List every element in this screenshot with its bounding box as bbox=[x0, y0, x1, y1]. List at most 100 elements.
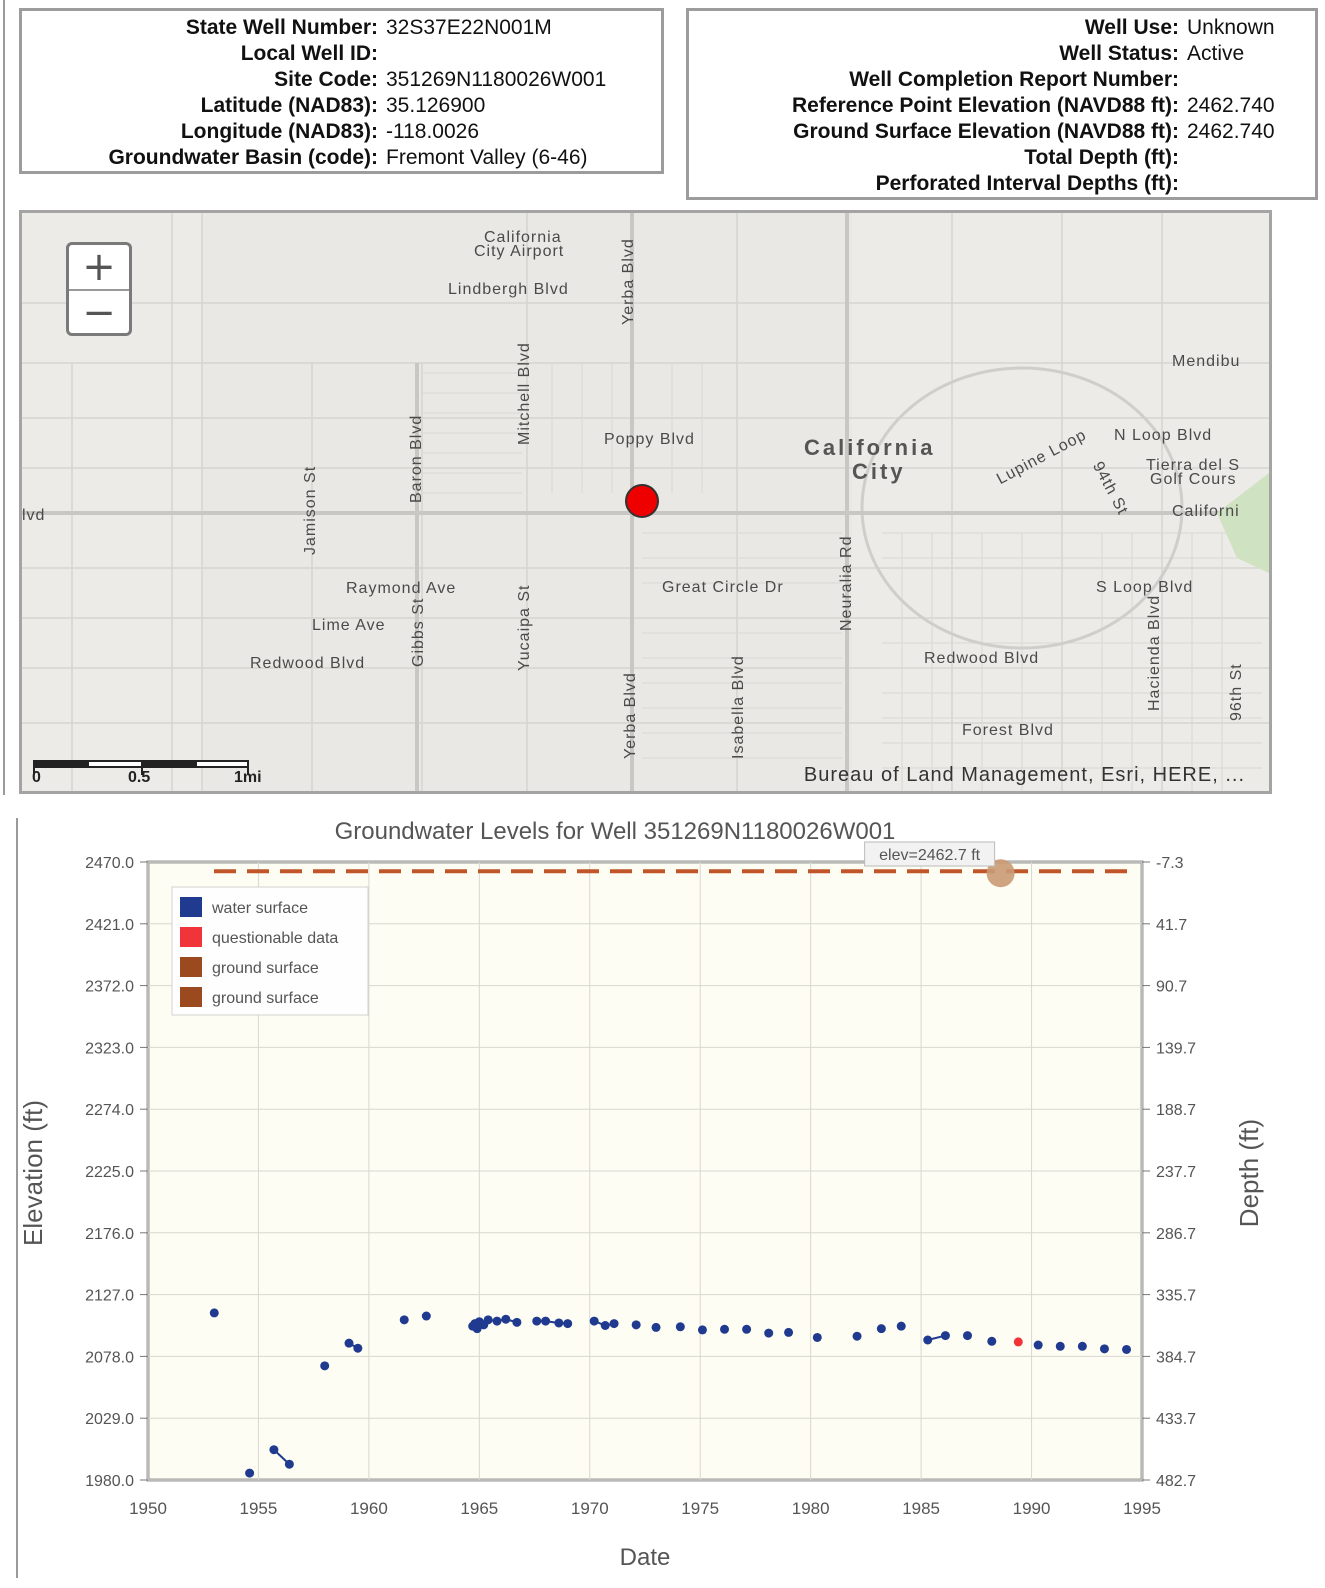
well-location-marker[interactable] bbox=[625, 484, 659, 518]
info-row: Reference Point Elevation (NAVD88 ft): 24… bbox=[699, 93, 1305, 119]
water-surface-point bbox=[492, 1316, 502, 1326]
water-surface-point bbox=[472, 1324, 482, 1334]
info-label: Groundwater Basin (code): bbox=[108, 146, 378, 169]
map-label-street: Lime Ave bbox=[312, 617, 386, 634]
y-tick-label: 2470.0 bbox=[85, 855, 134, 872]
map-label-street: Mendibu bbox=[1172, 353, 1241, 370]
map-scale-bar bbox=[33, 760, 249, 775]
y-tick-label: 2127.0 bbox=[85, 1288, 134, 1305]
water-surface-point bbox=[344, 1338, 354, 1348]
map-label-city: California bbox=[804, 435, 936, 460]
x-tick-label: 1995 bbox=[1123, 1499, 1161, 1518]
info-row: Perforated Interval Depths (ft): bbox=[699, 171, 1305, 197]
scale-label: 1mi bbox=[234, 769, 262, 786]
legend-label: ground surface bbox=[212, 990, 319, 1007]
map-label-street: lvd bbox=[22, 507, 46, 524]
y-tick-label: 2274.0 bbox=[85, 1102, 134, 1119]
zoom-out-button[interactable]: − bbox=[82, 290, 116, 336]
well-info-left-panel: State Well Number: 32S37E22N001M Local Wel… bbox=[19, 8, 664, 174]
y-axis-label: Elevation (ft) bbox=[18, 1100, 48, 1246]
water-surface-point bbox=[940, 1331, 950, 1341]
info-label: Local Well ID: bbox=[240, 42, 378, 65]
map-label-street: Gibbs St bbox=[410, 597, 427, 667]
water-surface-point bbox=[209, 1308, 219, 1318]
y2-tick-label: 384.7 bbox=[1156, 1349, 1196, 1366]
water-surface-point bbox=[852, 1331, 862, 1341]
questionable-data-point bbox=[1013, 1337, 1023, 1347]
well-location-map[interactable]: + − California City Airport Lindbergh Bl… bbox=[19, 210, 1272, 794]
x-tick-label: 1990 bbox=[1013, 1499, 1051, 1518]
info-row: Groundwater Basin (code): Fremont Valley … bbox=[28, 145, 655, 171]
water-surface-point bbox=[876, 1324, 886, 1334]
y2-tick-label: 90.7 bbox=[1156, 979, 1187, 996]
water-surface-point bbox=[987, 1336, 997, 1346]
water-surface-point bbox=[675, 1322, 685, 1332]
tooltip-text: elev=2462.7 ft bbox=[879, 847, 981, 864]
x-tick-label: 1980 bbox=[792, 1499, 830, 1518]
map-label-street: Great Circle Dr bbox=[662, 579, 784, 596]
water-surface-point bbox=[631, 1320, 641, 1330]
x-axis-label: Date bbox=[620, 1544, 671, 1571]
info-value: Active bbox=[1187, 42, 1245, 65]
tooltip-box bbox=[864, 841, 996, 867]
y-tick-label: 1980.0 bbox=[85, 1473, 134, 1490]
legend-label: ground surface bbox=[212, 960, 319, 977]
water-surface-point bbox=[742, 1324, 752, 1334]
x-tick-label: 1985 bbox=[902, 1499, 940, 1518]
info-value bbox=[1179, 145, 1187, 171]
water-surface-point bbox=[421, 1311, 431, 1321]
info-label: Well Status: bbox=[1059, 42, 1179, 65]
water-surface-point bbox=[269, 1445, 279, 1455]
y-tick-label: 2176.0 bbox=[85, 1226, 134, 1243]
info-row: Total Depth (ft): bbox=[699, 145, 1305, 171]
water-surface-point bbox=[320, 1361, 330, 1371]
chart-svg: 1950 1955 1960 1965 1970 1975 1980 1985 1990 1995… bbox=[18, 818, 1264, 1571]
y-tick-label: 2421.0 bbox=[85, 917, 134, 934]
map-label-golf: Golf Cours bbox=[1150, 471, 1237, 488]
map-label-street: Hacienda Blvd bbox=[1146, 594, 1163, 711]
x-tick-label: 1955 bbox=[240, 1499, 278, 1518]
water-surface-point bbox=[1077, 1341, 1087, 1351]
info-value: 351269N1180026W001 bbox=[386, 68, 607, 91]
info-row: Longitude (NAD83): -118.0026 bbox=[28, 119, 655, 145]
y-tick-label: 2078.0 bbox=[85, 1349, 134, 1366]
water-surface-point bbox=[1055, 1341, 1065, 1351]
info-value: -118.0026 bbox=[386, 120, 480, 143]
info-value bbox=[1179, 171, 1187, 197]
water-surface-point bbox=[353, 1343, 363, 1353]
y2-tick-label: 188.7 bbox=[1156, 1102, 1196, 1119]
map-attribution: Bureau of Land Management, Esri, HERE, .… bbox=[803, 764, 1245, 786]
zoom-in-button[interactable]: + bbox=[69, 244, 129, 291]
map-label-street: Isabella Blvd bbox=[730, 655, 747, 759]
water-surface-point bbox=[812, 1332, 822, 1342]
map-label-street: N Loop Blvd bbox=[1114, 427, 1213, 444]
y-tick-label: 2029.0 bbox=[85, 1411, 134, 1428]
info-label: State Well Number: bbox=[185, 16, 378, 39]
water-surface-point bbox=[245, 1468, 255, 1478]
page-frame-line bbox=[16, 818, 18, 1578]
water-surface-point bbox=[563, 1319, 573, 1329]
y2-tick-label: 237.7 bbox=[1156, 1164, 1196, 1181]
water-surface-point bbox=[501, 1314, 511, 1324]
x-tick-label: 1975 bbox=[681, 1499, 719, 1518]
y-tick-label: 2323.0 bbox=[85, 1040, 134, 1057]
legend-swatch bbox=[180, 897, 202, 917]
info-value bbox=[378, 41, 386, 67]
y2-tick-label: 335.7 bbox=[1156, 1288, 1196, 1305]
info-value: 2462.740 bbox=[1187, 120, 1275, 143]
map-label-street: S Loop Blvd bbox=[1096, 579, 1194, 596]
map-label-street: Forest Blvd bbox=[962, 722, 1054, 739]
legend-box bbox=[171, 886, 369, 1016]
water-surface-point bbox=[1122, 1344, 1132, 1354]
page-frame-line bbox=[3, 0, 5, 795]
water-surface-point bbox=[962, 1331, 972, 1341]
map-label-street: Baron Blvd bbox=[408, 414, 425, 503]
info-row: Well Completion Report Number: bbox=[699, 67, 1305, 93]
legend-label: questionable data bbox=[212, 930, 338, 947]
info-label: Total Depth (ft): bbox=[1024, 146, 1179, 169]
info-row: Well Status: Active bbox=[699, 41, 1305, 67]
info-value: 35.126900 bbox=[386, 94, 486, 117]
info-label: Well Completion Report Number: bbox=[849, 68, 1179, 91]
map-label-street: Redwood Blvd bbox=[250, 655, 366, 672]
info-label: Site Code: bbox=[274, 68, 378, 91]
